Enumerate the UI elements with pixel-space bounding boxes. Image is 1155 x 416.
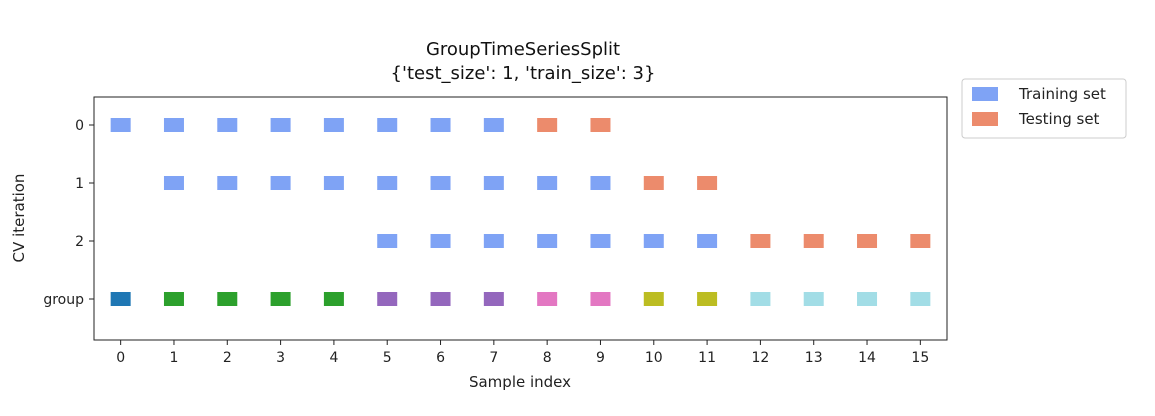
chart-marks [110, 118, 931, 306]
train-mark [377, 234, 398, 248]
x-tick-label: 0 [116, 350, 125, 366]
x-tick-label: 14 [858, 350, 876, 366]
x-tick-label: 12 [751, 350, 769, 366]
train-mark [483, 234, 504, 248]
y-axis-label: CV iteration [10, 174, 28, 263]
train-mark [163, 118, 184, 132]
y-tick-label: 2 [75, 234, 84, 250]
train-mark [323, 176, 344, 190]
test-mark [697, 176, 718, 190]
x-tick-label: 7 [489, 350, 498, 366]
test-mark [803, 234, 824, 248]
plot-frame [93, 96, 948, 341]
train-mark [697, 234, 718, 248]
group-mark [750, 292, 771, 306]
train-mark [270, 176, 291, 190]
x-tick-label: 13 [805, 350, 823, 366]
group-mark [323, 292, 344, 306]
train-mark [590, 176, 611, 190]
train-mark [217, 118, 238, 132]
group-mark [483, 292, 504, 306]
y-tick-label: group [43, 292, 84, 308]
y-tick-label: 1 [75, 176, 84, 192]
train-mark [643, 234, 664, 248]
test-mark [857, 234, 878, 248]
x-tick-label: 11 [698, 350, 716, 366]
train-mark [217, 176, 238, 190]
x-tick-label: 8 [543, 350, 552, 366]
train-mark [323, 118, 344, 132]
train-mark [537, 234, 558, 248]
x-tick-label: 4 [329, 350, 338, 366]
group-mark [430, 292, 451, 306]
group-mark [857, 292, 878, 306]
train-mark [270, 118, 291, 132]
group-mark [803, 292, 824, 306]
test-mark [643, 176, 664, 190]
train-mark [430, 234, 451, 248]
train-mark [483, 176, 504, 190]
group-mark [217, 292, 238, 306]
group-mark [537, 292, 558, 306]
legend-label-training: Training set [1018, 85, 1106, 103]
train-mark [430, 118, 451, 132]
train-mark [537, 176, 558, 190]
test-mark [750, 234, 771, 248]
train-mark [483, 118, 504, 132]
group-mark [697, 292, 718, 306]
train-mark [377, 176, 398, 190]
group-mark [270, 292, 291, 306]
x-axis-label: Sample index [469, 373, 571, 391]
x-tick-label: 2 [223, 350, 232, 366]
x-tick-label: 3 [276, 350, 285, 366]
group-mark [910, 292, 931, 306]
x-tick-label: 15 [911, 350, 929, 366]
test-mark [910, 234, 931, 248]
x-tick-label: 5 [383, 350, 392, 366]
train-mark [110, 118, 131, 132]
chart-subtitle: {'test_size': 1, 'train_size': 3} [391, 63, 656, 84]
y-axis: 0 1 2 group [43, 118, 94, 308]
train-mark [430, 176, 451, 190]
group-mark [643, 292, 664, 306]
group-mark [110, 292, 131, 306]
legend-swatch-training [972, 87, 998, 101]
legend-label-testing: Testing set [1018, 110, 1100, 128]
group-mark [590, 292, 611, 306]
train-mark [163, 176, 184, 190]
legend-swatch-testing [972, 112, 998, 126]
legend: Training set Testing set [961, 78, 1127, 139]
group-mark [163, 292, 184, 306]
x-tick-label: 6 [436, 350, 445, 366]
x-tick-label: 1 [170, 350, 179, 366]
train-mark [377, 118, 398, 132]
legend-frame [961, 78, 1127, 139]
x-tick-label: 9 [596, 350, 605, 366]
test-mark [590, 118, 611, 132]
x-tick-label: 10 [645, 350, 663, 366]
train-mark [590, 234, 611, 248]
x-axis: 0 1 2 3 4 5 6 7 8 9 10 11 12 13 14 15 [116, 340, 929, 366]
chart-title: GroupTimeSeriesSplit [426, 39, 620, 60]
test-mark [537, 118, 558, 132]
y-tick-label: 0 [75, 118, 84, 134]
group-mark [377, 292, 398, 306]
